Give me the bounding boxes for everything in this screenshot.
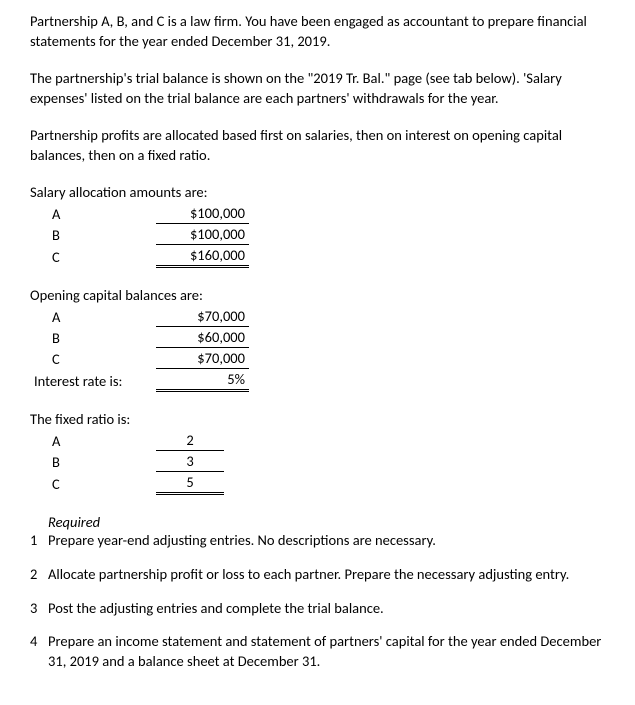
salary-table: A $100,000 B $100,000 C $160,000	[48, 203, 249, 268]
capital-table: A $70,000 B $60,000 C $70,000 Interest r…	[48, 306, 249, 392]
intro-paragraph-1: Partnership A, B, and C is a law firm. Y…	[30, 12, 605, 51]
table-row: B $60,000	[48, 327, 249, 348]
table-row: A $100,000	[48, 203, 249, 224]
partner-value: $70,000	[156, 348, 249, 369]
salary-section-label: Salary allocation amounts are:	[30, 183, 605, 201]
partner-name: C	[48, 472, 156, 494]
table-row: B $100,000	[48, 224, 249, 245]
intro-paragraph-3: Partnership profits are allocated based …	[30, 126, 605, 165]
required-heading: Required	[48, 513, 605, 531]
table-row: C $70,000	[48, 348, 249, 369]
required-list: Prepare year-end adjusting entries. No d…	[30, 531, 605, 671]
interest-label: Interest rate is:	[30, 369, 138, 391]
document-page: Partnership A, B, and C is a law firm. Y…	[0, 0, 635, 705]
partner-value: $70,000	[156, 306, 249, 327]
partner-value: $100,000	[156, 224, 249, 245]
partner-name: A	[48, 430, 156, 451]
intro-paragraph-2: The partnership's trial balance is shown…	[30, 69, 605, 108]
required-item: Allocate partnership profit or loss to e…	[30, 565, 605, 585]
partner-name: B	[48, 327, 156, 348]
required-item: Post the adjusting entries and complete …	[30, 599, 605, 619]
ratio-table: A 2 B 3 C 5	[48, 430, 224, 495]
table-row: B 3	[48, 451, 224, 472]
interest-row: Interest rate is: 5%	[48, 369, 249, 391]
partner-name: A	[48, 306, 156, 327]
partner-value: 5	[156, 472, 224, 494]
table-row: C 5	[48, 472, 224, 494]
table-row: A 2	[48, 430, 224, 451]
capital-section-label: Opening capital balances are:	[30, 286, 605, 304]
partner-name: A	[48, 203, 156, 224]
table-row: A $70,000	[48, 306, 249, 327]
required-item: Prepare an income statement and statemen…	[30, 632, 605, 671]
partner-name: B	[48, 451, 156, 472]
partner-value: 2	[156, 430, 224, 451]
partner-value: $60,000	[156, 327, 249, 348]
partner-value: $100,000	[156, 203, 249, 224]
required-item: Prepare year-end adjusting entries. No d…	[30, 531, 605, 551]
partner-value: $160,000	[156, 245, 249, 267]
partner-name: C	[48, 245, 156, 267]
ratio-section-label: The fixed ratio is:	[30, 410, 605, 428]
partner-name: C	[48, 348, 156, 369]
interest-value: 5%	[156, 369, 249, 391]
table-row: C $160,000	[48, 245, 249, 267]
partner-value: 3	[156, 451, 224, 472]
partner-name: B	[48, 224, 156, 245]
